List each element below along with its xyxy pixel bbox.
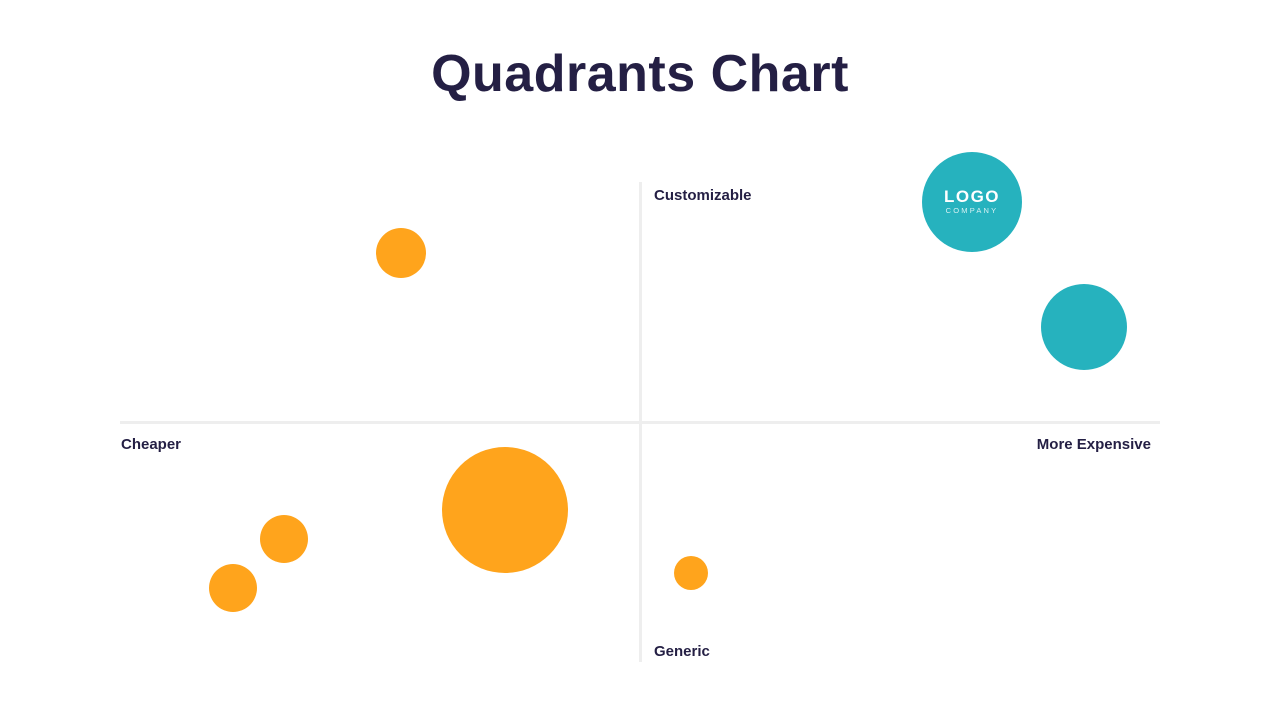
quadrant-label-customizable: Customizable xyxy=(654,187,752,204)
logo-text: LOGO xyxy=(943,186,1001,206)
logo-bubble: LOGO COMPANY xyxy=(922,152,1022,252)
page-title: Quadrants Chart xyxy=(431,45,849,103)
bubble-orange-2 xyxy=(442,447,568,573)
bubble-orange-4 xyxy=(209,564,257,612)
quadrant-label-cheaper: Cheaper xyxy=(121,436,182,453)
bubble-teal-2 xyxy=(1041,284,1127,370)
quadrant-label-more-expensive: More Expensive xyxy=(1036,436,1151,453)
bubble-orange-5 xyxy=(674,556,708,590)
bubble-orange-1 xyxy=(376,228,426,278)
bubble-orange-3 xyxy=(260,515,308,563)
logo-company-text: COMPANY xyxy=(945,205,999,215)
horizontal-axis-line xyxy=(120,421,1160,424)
quadrant-label-generic: Generic xyxy=(654,643,710,660)
